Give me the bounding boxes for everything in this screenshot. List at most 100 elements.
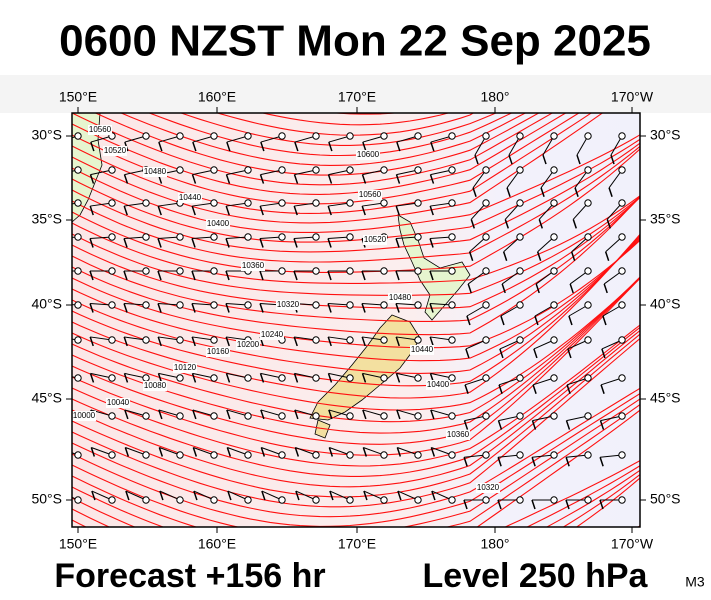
wind-barb (429, 166, 456, 184)
wind-barb (429, 233, 456, 248)
wind-barb (395, 166, 422, 184)
barb-station (618, 199, 626, 207)
barb-flag (89, 238, 94, 248)
wind-barb (429, 199, 456, 216)
barb-flag (57, 142, 60, 151)
wind-barb (123, 336, 150, 347)
barb-station (176, 301, 184, 309)
wind-barb (193, 490, 218, 504)
barb-flag (466, 315, 471, 326)
wind-barb (90, 447, 116, 459)
barb-station (312, 374, 320, 382)
barb-station (482, 233, 490, 241)
barb-station (210, 166, 218, 174)
barb-flag (506, 187, 511, 198)
wind-barb (72, 496, 82, 504)
barb-flag (463, 420, 469, 430)
barb-station (380, 166, 388, 174)
barb-station (482, 374, 490, 382)
height-contour (215, 113, 475, 136)
height-contour (72, 326, 640, 477)
barb-station (414, 233, 422, 241)
barb-flag (328, 141, 333, 152)
wind-barb (572, 199, 592, 229)
barb-station (482, 496, 490, 504)
barb-flag (293, 373, 299, 383)
barb-station (448, 132, 456, 140)
barb-flag (362, 141, 367, 152)
barb-station (414, 132, 422, 140)
barb-flag (124, 447, 130, 457)
barb-flag (123, 238, 128, 248)
forecast-label: Forecast +156 hr (54, 557, 325, 595)
barb-station (550, 451, 558, 459)
barb-flag (532, 384, 537, 395)
barb-station (346, 267, 354, 275)
lon-label-top: 170°W (611, 89, 654, 105)
barb-station (108, 199, 116, 207)
barb-flag (327, 270, 332, 281)
barb-station (618, 336, 626, 344)
wind-barb (397, 490, 422, 504)
wind-barb (226, 132, 252, 152)
wind-barb (192, 447, 218, 459)
barb-flag (565, 457, 570, 467)
wind-barb (158, 132, 184, 152)
height-contour (72, 233, 640, 399)
barb-flag (259, 270, 264, 281)
wind-barb (259, 372, 286, 383)
wind-barb (540, 166, 558, 198)
barb-station (142, 233, 150, 241)
wind-barb (430, 409, 456, 420)
barb-station (142, 267, 150, 275)
height-contour (72, 469, 640, 527)
barb-station (516, 132, 524, 140)
barb-station (482, 267, 490, 275)
barb-station (550, 267, 558, 275)
wind-barb (72, 199, 82, 207)
barb-station (380, 199, 388, 207)
lon-label-top: 180° (481, 89, 510, 105)
wind-barb (463, 451, 490, 467)
barb-station (210, 374, 218, 382)
barb-station (380, 412, 388, 420)
wind-barb (191, 166, 218, 184)
wind-barb (472, 166, 490, 198)
barb-flag (261, 490, 266, 501)
contour-label: 10400 (207, 219, 230, 228)
barb-flag (260, 141, 265, 152)
barb-station (550, 412, 558, 420)
contour-label: 10520 (104, 146, 127, 155)
wind-barb (474, 132, 490, 165)
header-band (0, 75, 711, 113)
barb-flag (361, 174, 367, 184)
barb-flag (226, 409, 231, 420)
barb-station (584, 132, 592, 140)
barb-flag (225, 205, 230, 216)
wind-barb (327, 199, 354, 216)
contour-label-box (178, 193, 202, 203)
height-contour (147, 113, 513, 157)
barb-station (278, 166, 286, 174)
wind-barb (259, 199, 286, 216)
barb-flag (542, 154, 547, 165)
wind-barb (123, 301, 150, 313)
barb-flag (91, 490, 96, 501)
barb-station (108, 451, 116, 459)
barb-station (278, 451, 286, 459)
wind-barb (604, 233, 626, 261)
barb-station (550, 301, 558, 309)
wind-barb (157, 301, 184, 313)
barb-station (278, 267, 286, 275)
barb-station (142, 412, 150, 420)
barb-station (584, 412, 592, 420)
lon-label-top: 170°E (338, 89, 376, 105)
height-contour (72, 276, 640, 445)
barb-flag (327, 303, 332, 313)
barb-station (346, 199, 354, 207)
wind-barb (538, 199, 558, 229)
wind-barb (293, 233, 320, 248)
barb-flag (191, 270, 196, 281)
barb-station (618, 233, 626, 241)
barb-station (312, 233, 320, 241)
